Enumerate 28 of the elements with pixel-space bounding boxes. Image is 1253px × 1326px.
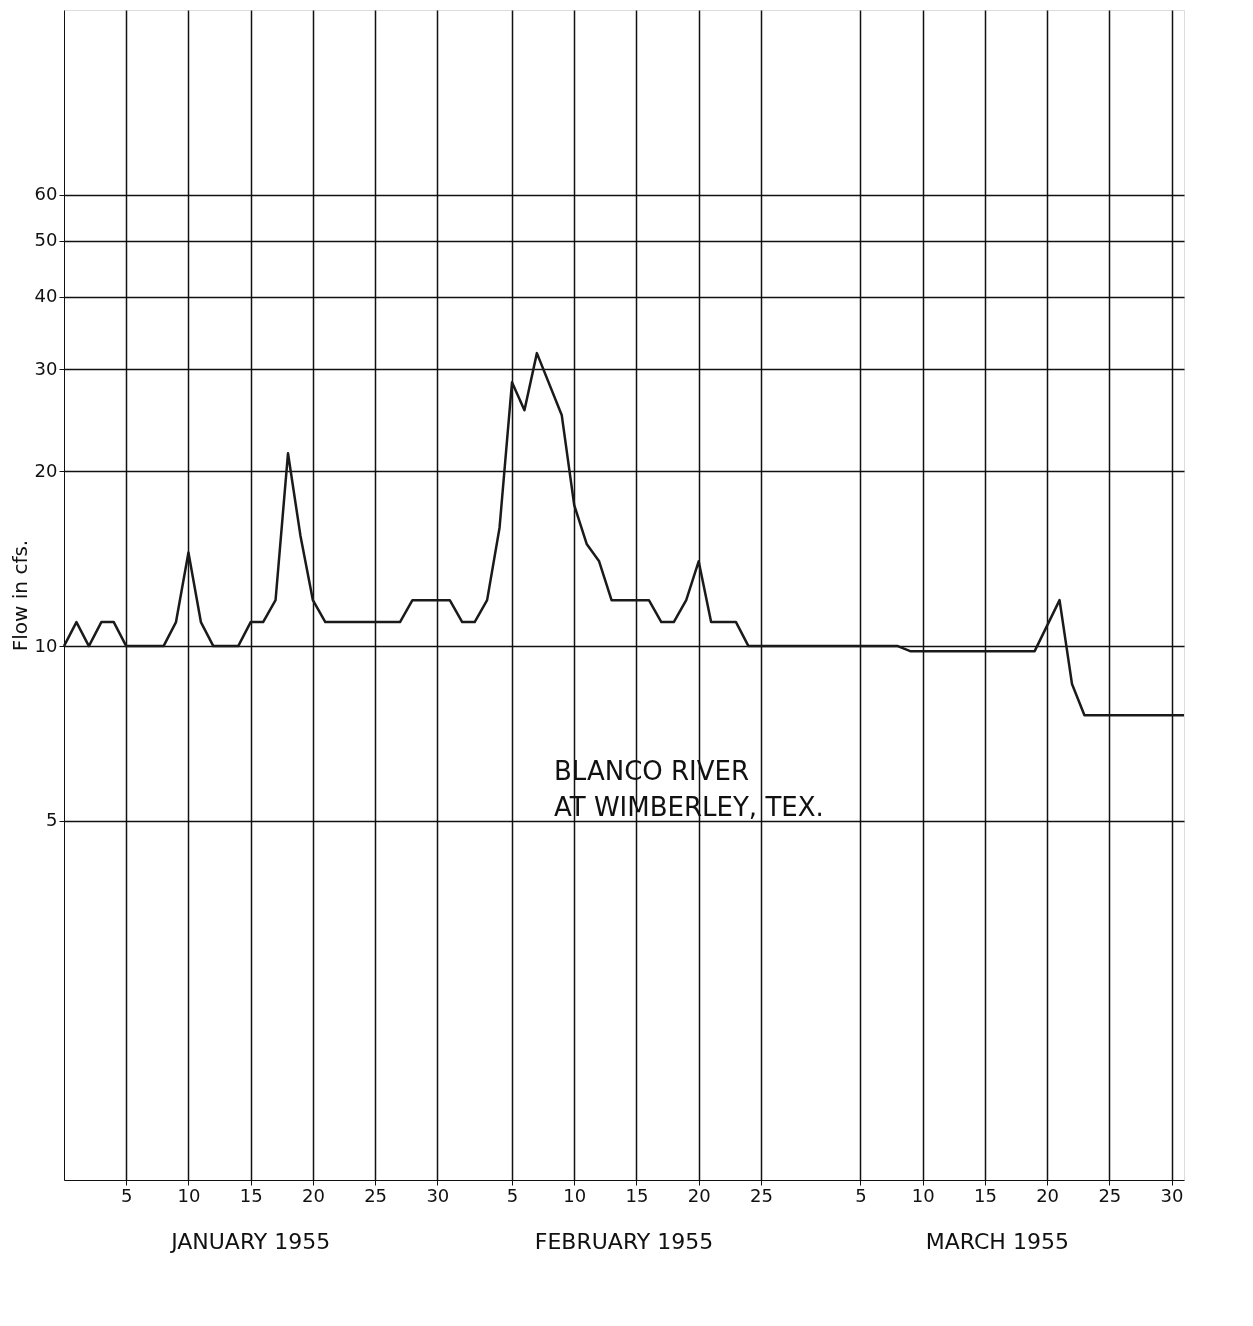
text: FEBRUARY 1955 (534, 1229, 714, 1254)
y-tick-label: 10 (34, 634, 58, 656)
x-tick-label: 25 (1098, 1184, 1122, 1206)
y-tick-label: 40 (34, 285, 58, 307)
x-tick-label: 30 (426, 1184, 450, 1206)
x-tick-label: 20 (301, 1184, 325, 1206)
x-tick-label: 25 (364, 1184, 388, 1206)
x-tick-label: 5 (506, 1184, 519, 1206)
y-tick-label: 20 (34, 460, 58, 481)
x-tick-label: 25 (749, 1184, 773, 1206)
x-tick-label: 20 (1036, 1184, 1060, 1206)
x-tick-label: 15 (973, 1184, 997, 1206)
x-tick-label: 20 (687, 1184, 711, 1206)
x-tick-label: 15 (625, 1184, 649, 1206)
x-tick-label: 5 (121, 1184, 133, 1206)
x-tick-label: 5 (855, 1184, 867, 1206)
x-tick-label: 10 (177, 1184, 201, 1206)
y-tick-label: 50 (34, 229, 58, 251)
x-tick-label: 10 (563, 1184, 587, 1206)
x-tick-label: 15 (239, 1184, 263, 1206)
x-tick-label: 30 (1160, 1184, 1184, 1206)
text: MARCH 1955 (925, 1229, 1069, 1254)
x-tick-label: 10 (911, 1184, 935, 1206)
y-tick-label: 5 (46, 809, 58, 831)
y-tick-label: 30 (34, 357, 58, 379)
y-tick-label: 60 (34, 183, 58, 205)
y-axis-title: Flow in cfs. (7, 539, 32, 652)
text: JANUARY 1955 (169, 1229, 331, 1254)
